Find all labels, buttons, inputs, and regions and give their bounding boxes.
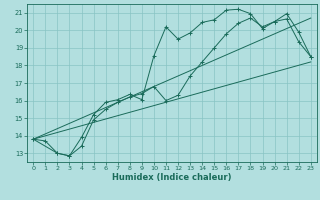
- X-axis label: Humidex (Indice chaleur): Humidex (Indice chaleur): [112, 173, 232, 182]
